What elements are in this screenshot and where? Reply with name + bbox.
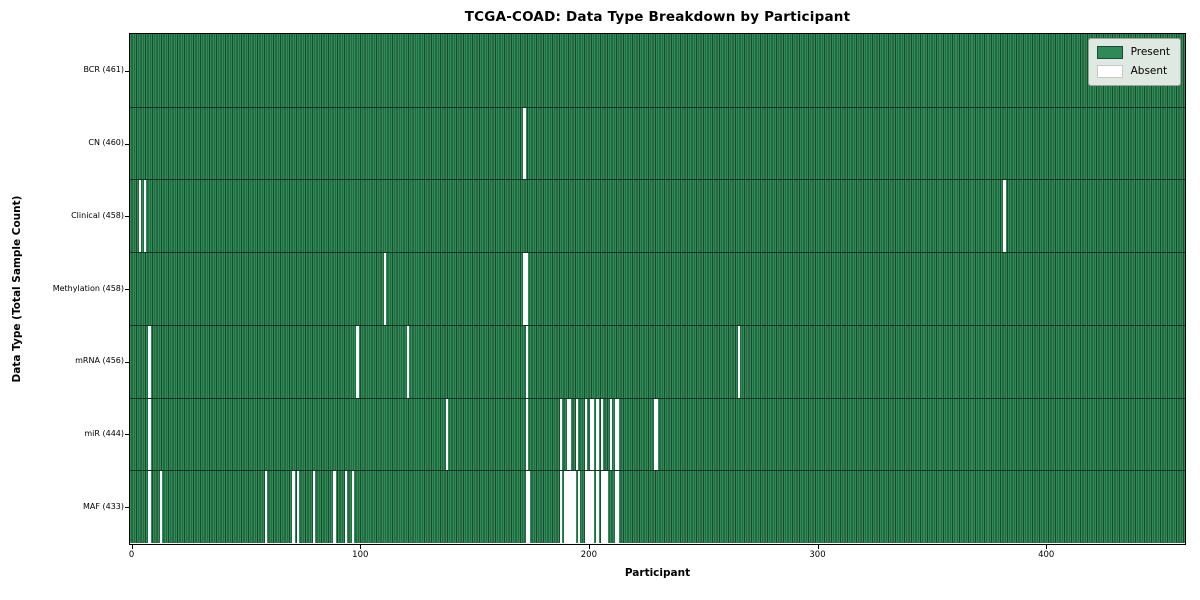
absent-mark [523,107,526,180]
absent-mark [573,471,576,543]
absent-mark [571,471,574,543]
absent-mark [559,398,563,471]
plot-area [129,33,1186,545]
absent-mark [655,398,659,471]
absent-mark [525,471,528,543]
y-tick-mark [125,289,129,290]
x-tick-label-300: 300 [809,550,826,560]
x-tick-label-100: 100 [352,550,369,560]
absent-mark [591,398,595,471]
chart-row-Methylation [130,252,1185,325]
absent-mark [605,471,608,543]
chart-row-BCR [130,34,1185,107]
y-tick-mark [125,362,129,363]
absent-mark [596,398,599,471]
absent-mark [589,398,592,471]
absent-mark [148,325,151,398]
absent-mark [575,398,579,471]
x-tick-mark [1046,545,1048,549]
chart-row-Clinical [130,179,1185,253]
absent-mark [566,398,569,471]
absent-mark [525,398,528,471]
absent-mark [525,253,528,325]
legend: Present Absent [1087,38,1181,86]
absent-mark [591,471,595,543]
y-tick-label-Clinical: Clinical (458) [71,210,124,220]
x-tick-mark [360,545,362,549]
legend-label-present: Present [1130,46,1170,58]
y-tick-mark [125,144,129,145]
x-tick-label-0: 0 [128,550,135,560]
chart-row-mRNA [130,324,1185,398]
absent-mark [584,398,588,471]
absent-mark [292,471,295,543]
x-tick-label-400: 400 [1038,550,1055,560]
absent-mark [568,471,572,543]
absent-mark [566,471,569,543]
absent-mark [589,471,592,543]
y-tick-label-CN: CN (460) [88,138,124,148]
y-tick-label-MAF: MAF (433) [82,501,124,511]
absent-mark [296,471,300,543]
absent-mark [610,398,613,471]
absent-mark [525,325,528,398]
y-tick-label-BCR: BCR (461) [83,65,124,75]
absent-mark [596,471,599,543]
absent-mark [445,398,448,471]
chart-row-CN [130,106,1185,180]
absent-mark [344,471,348,543]
absent-mark [653,398,656,471]
x-tick-mark [131,545,133,549]
absent-mark [312,471,316,543]
absent-mark [383,253,387,325]
legend-swatch-present-icon [1096,46,1123,59]
y-tick-mark [125,216,129,217]
absent-mark [139,180,142,253]
legend-item-present: Present [1096,46,1170,59]
x-tick-mark [588,545,590,549]
absent-mark [614,471,617,543]
absent-mark [527,471,531,543]
absent-mark [159,471,162,543]
absent-mark [578,471,581,543]
absent-mark [351,471,355,543]
chart-title: TCGA-COAD: Data Type Breakdown by Partic… [464,9,851,25]
y-tick-label-mRNA: mRNA (456) [75,356,124,366]
chart-row-MAF [130,470,1185,543]
absent-mark [143,180,146,253]
absent-mark [616,471,620,543]
x-tick-label-200: 200 [580,550,597,560]
absent-mark [568,398,572,471]
y-tick-label-miR: miR (444) [84,428,124,438]
absent-mark [600,471,604,543]
y-tick-mark [125,507,129,508]
x-tick-mark [817,545,819,549]
absent-mark [616,398,620,471]
absent-mark [333,471,336,543]
absent-mark [148,471,151,543]
absent-mark [356,325,359,398]
y-tick-label-Methylation: Methylation (458) [52,283,124,293]
absent-mark [264,471,268,543]
legend-label-absent: Absent [1130,65,1168,77]
absent-mark [584,471,588,543]
absent-mark [559,471,563,543]
absent-mark [600,398,604,471]
absent-mark [603,471,606,543]
absent-mark [1003,180,1006,253]
absent-mark [406,325,409,398]
absent-mark [564,471,567,543]
absent-mark [614,398,617,471]
absent-mark [523,253,526,325]
absent-mark [738,325,741,398]
x-axis-label: Participant [624,567,691,579]
legend-swatch-absent-icon [1096,65,1123,78]
absent-mark [587,471,590,543]
y-tick-mark [125,71,129,72]
y-tick-mark [125,434,129,435]
chart-row-miR [130,397,1185,471]
absent-mark [148,398,151,471]
legend-item-absent: Absent [1096,65,1170,78]
